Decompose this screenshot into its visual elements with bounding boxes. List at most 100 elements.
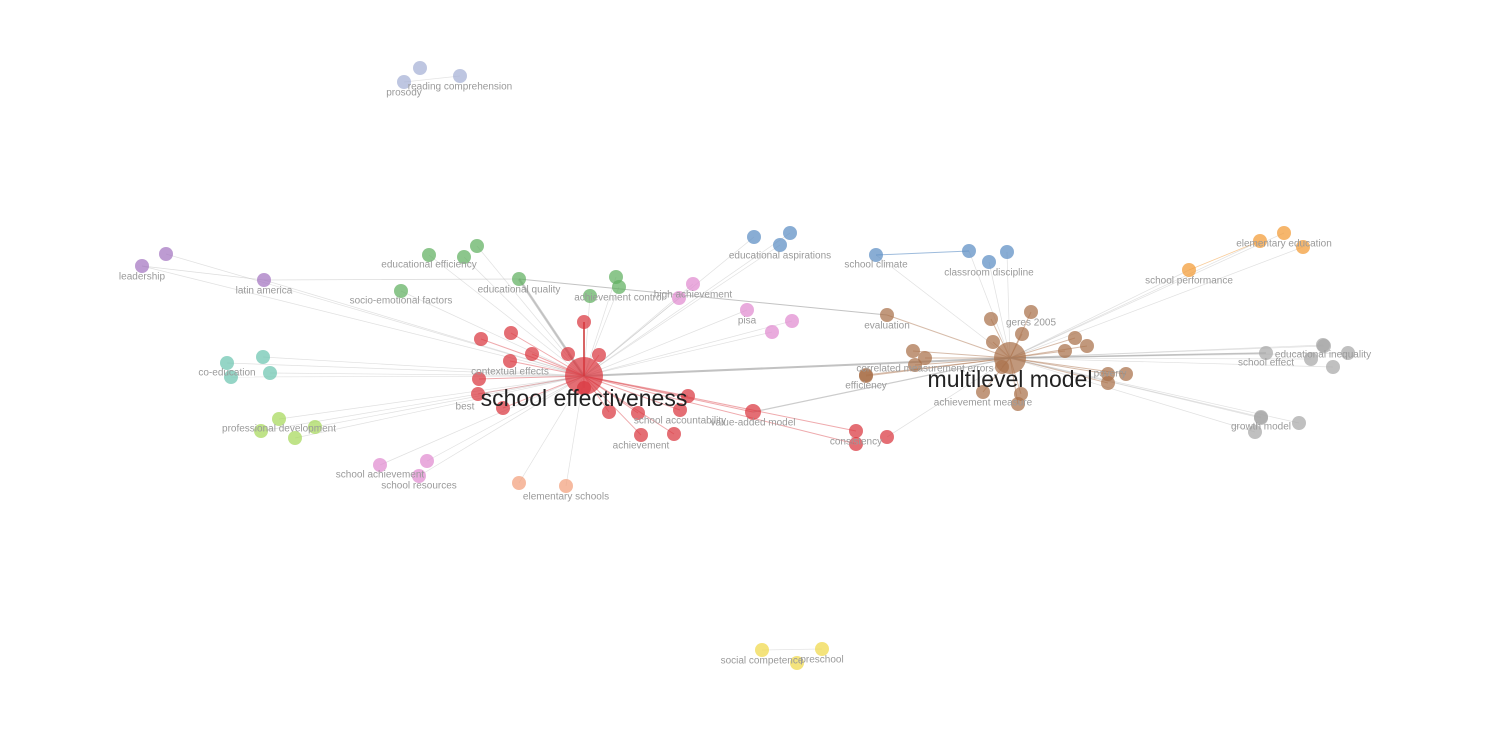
node [986, 335, 1000, 349]
node [263, 366, 277, 380]
node-label: consistency [830, 437, 882, 448]
node [745, 404, 761, 420]
node [1119, 367, 1133, 381]
node-label: school achievement [336, 470, 425, 481]
node-label: educational quality [478, 285, 561, 296]
edge [1009, 232, 1285, 359]
node-label: educational inequality [1275, 350, 1371, 361]
edge [1188, 240, 1261, 271]
node [308, 420, 322, 434]
node [815, 642, 829, 656]
node [1182, 263, 1196, 277]
node [1259, 346, 1273, 360]
node [224, 370, 238, 384]
edge [1009, 357, 1312, 360]
node [453, 69, 467, 83]
edge [379, 375, 585, 466]
node [740, 303, 754, 317]
node [220, 356, 234, 370]
node [373, 458, 387, 472]
edge [1009, 357, 1109, 384]
edge [752, 357, 1011, 413]
node [559, 479, 573, 493]
edge [418, 375, 585, 477]
node [1341, 346, 1355, 360]
node [1254, 410, 1268, 424]
node [1068, 331, 1082, 345]
node-label: leadership [119, 272, 166, 283]
edge [968, 250, 1011, 359]
node [994, 342, 1026, 374]
node-label: evaluation [864, 321, 910, 332]
edge [263, 278, 520, 281]
edge [1009, 357, 1300, 424]
edge [294, 375, 585, 439]
node [962, 244, 976, 258]
edge [583, 297, 680, 377]
edge [1006, 251, 1011, 359]
edge [141, 265, 265, 281]
node [577, 315, 591, 329]
node-label: elementary education [1236, 239, 1332, 250]
edge [262, 356, 585, 377]
edge [886, 314, 1011, 359]
hub-label: multilevel model [928, 366, 1093, 392]
node-label: educational efficiency [381, 260, 476, 271]
node [512, 476, 526, 490]
node [908, 358, 922, 372]
node [1304, 352, 1318, 366]
node-label: school effect [1238, 358, 1294, 369]
node [1058, 344, 1072, 358]
node [159, 247, 173, 261]
edge [1009, 357, 1262, 418]
node [984, 312, 998, 326]
node [474, 332, 488, 346]
node-label: contextual effects [471, 367, 549, 378]
node [472, 372, 486, 386]
node [602, 405, 616, 419]
node [512, 272, 526, 286]
edge [583, 236, 755, 377]
node [982, 255, 996, 269]
node-label: achievement control [574, 293, 664, 304]
node [592, 348, 606, 362]
edge [400, 290, 585, 377]
hub-label: school effectiveness [481, 385, 688, 411]
edge [403, 75, 461, 83]
node-label: growth model [1231, 422, 1291, 433]
edge [886, 357, 1011, 438]
node [906, 344, 920, 358]
node [413, 61, 427, 75]
edge [583, 375, 857, 445]
node-label: poverty [1094, 369, 1127, 380]
edge [518, 375, 585, 484]
node-label: pisa [738, 316, 757, 327]
node-label: professional development [222, 424, 336, 435]
nodes [135, 61, 1355, 670]
node [976, 385, 990, 399]
node [790, 656, 804, 670]
node [634, 428, 648, 442]
node [470, 239, 484, 253]
edge [988, 261, 1011, 359]
node [849, 437, 863, 451]
edge [1009, 352, 1267, 359]
node [785, 314, 799, 328]
node [422, 248, 436, 262]
edge [1009, 240, 1261, 359]
node [1248, 425, 1262, 439]
edge [518, 278, 888, 316]
edge [761, 648, 823, 651]
edge [583, 244, 781, 377]
node-label: school climate [844, 260, 908, 271]
node [1277, 226, 1291, 240]
node [412, 469, 426, 483]
node [1024, 305, 1038, 319]
node-label: socio-emotional factors [350, 296, 453, 307]
node [583, 289, 597, 303]
node [471, 387, 485, 401]
node-label: best [456, 402, 475, 413]
node-label: correlated measurement errors [856, 364, 993, 375]
node-label: prosody [386, 88, 422, 99]
